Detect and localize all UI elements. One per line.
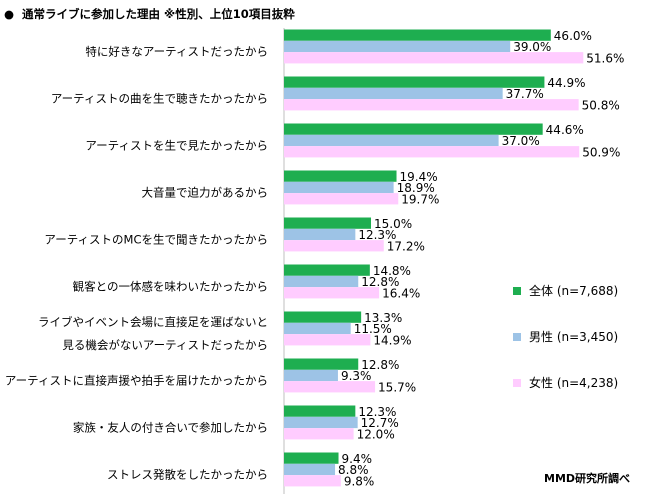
bar-all (284, 29, 551, 41)
legend-swatch-male (513, 332, 521, 341)
data-label: 9.8% (344, 474, 375, 488)
data-label: 12.3% (358, 405, 396, 419)
category-label: 観客との一体感を味わいたかったから (73, 280, 268, 294)
bar-female (284, 193, 399, 205)
legend-label-male: 男性 (n=3,450) (529, 330, 619, 344)
category-label: アーティストに直接声援や拍手を届けたかったから (5, 374, 268, 388)
data-label: 50.8% (582, 98, 620, 112)
bar-female (284, 99, 579, 111)
bar-female (284, 475, 341, 487)
bar-female (284, 146, 580, 158)
category-label: ストレス発散をしたかったから (107, 468, 268, 482)
legend-item-male: 男性 (n=3,450) (513, 329, 618, 344)
bar-female (284, 52, 584, 64)
data-label: 37.0% (502, 134, 540, 148)
data-label: 19.7% (401, 192, 439, 206)
data-label: 16.4% (382, 286, 420, 300)
legend-item-female: 女性 (n=4,238) (513, 375, 618, 390)
bar-male (284, 134, 499, 147)
bar-all (284, 76, 545, 88)
data-label: 12.8% (361, 358, 399, 372)
legend-swatch-female (513, 378, 521, 387)
data-label: 9.3% (341, 369, 372, 383)
data-label: 17.2% (387, 239, 425, 253)
bar-all (284, 452, 339, 464)
bar-all (284, 405, 356, 417)
category-label: アーティストのMCを生で聞きたかったから (44, 233, 268, 247)
data-label: 14.9% (373, 333, 411, 347)
bar-all (284, 264, 370, 276)
data-label: 46.0% (554, 29, 592, 43)
legend-item-all: 全体 (n=7,688) (513, 283, 618, 298)
bar-male (284, 416, 358, 429)
data-label: 8.8% (338, 463, 369, 477)
data-label: 44.9% (547, 76, 585, 90)
data-label: 44.6% (546, 123, 584, 137)
data-label: 12.8% (361, 275, 399, 289)
chart-title: ● 通常ライブに参加した理由 ※性別、上位10項目抜粋 (4, 6, 295, 22)
category-label: 特に好きなアーティストだったから (85, 45, 268, 59)
data-label: 18.9% (397, 181, 435, 195)
data-label: 14.8% (373, 264, 411, 278)
data-label: 51.6% (586, 51, 624, 65)
bar-male (284, 87, 503, 100)
bar-female (284, 240, 384, 252)
data-label: 15.0% (374, 217, 412, 231)
data-label: 13.3% (364, 311, 402, 325)
data-label: 37.7% (506, 87, 544, 101)
category-label: アーティストを生で見たかったから (85, 139, 268, 153)
title-text: 通常ライブに参加した理由 ※性別、上位10項目抜粋 (22, 7, 295, 21)
data-label: 11.5% (354, 322, 392, 336)
source-note: MMD研究所調べ (544, 472, 631, 485)
data-label: 19.4% (400, 170, 438, 184)
category-label: アーティストの曲を生で聴きたかったから (51, 92, 268, 106)
bar-male (284, 40, 511, 53)
bar-all (284, 311, 362, 323)
bar-male (284, 322, 351, 335)
bar-all (284, 217, 371, 229)
bar-all (284, 358, 359, 370)
data-label: 12.3% (358, 228, 396, 242)
legend-label-all: 全体 (n=7,688) (529, 284, 619, 298)
legend: 全体 (n=7,688) 男性 (n=3,450) 女性 (n=4,238) (513, 283, 618, 421)
data-label: 50.9% (582, 145, 620, 159)
category-label: 大音量で迫力があるから (142, 186, 269, 200)
data-label: 12.7% (361, 416, 399, 430)
category-label: 見る機会がないアーティストだったから (62, 338, 268, 352)
data-label: 15.7% (378, 380, 416, 394)
bar-male (284, 181, 394, 194)
title-bullet: ● (4, 7, 15, 21)
data-label: 9.4% (342, 452, 373, 466)
bar-male (284, 275, 359, 288)
bar-female (284, 287, 380, 299)
bar-all (284, 170, 397, 182)
bar-female (284, 428, 354, 440)
bar-female (284, 381, 376, 393)
data-label: 39.0% (513, 40, 551, 54)
bar-all (284, 123, 543, 135)
category-label: 家族・友人の付き合いで参加したから (73, 421, 268, 435)
bar-male (284, 228, 356, 241)
data-label: 12.0% (357, 427, 395, 441)
bar-female (284, 334, 371, 346)
category-label: ライブやイベント会場に直接足を運ばないと (38, 315, 268, 329)
bar-male (284, 463, 336, 476)
legend-swatch-all (513, 286, 521, 295)
legend-label-female: 女性 (n=4,238) (529, 376, 619, 390)
bar-male (284, 369, 338, 382)
